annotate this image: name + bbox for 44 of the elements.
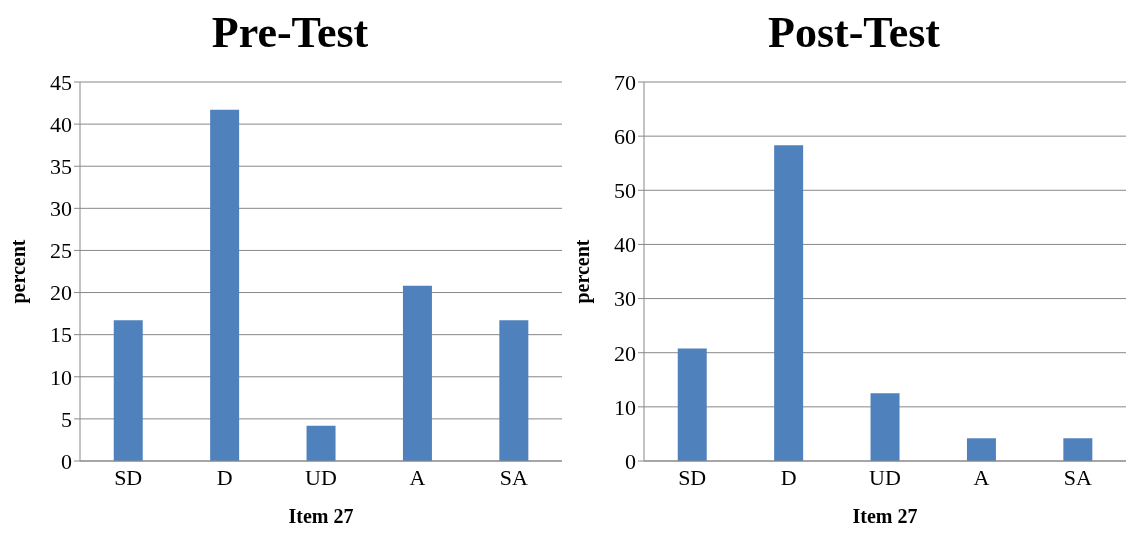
x-tick-label: D bbox=[216, 464, 233, 490]
y-tick-label: 45 bbox=[50, 69, 72, 95]
x-tick-label: SA bbox=[499, 464, 528, 490]
y-tick-label: 40 bbox=[50, 111, 72, 137]
y-tick-label: 60 bbox=[614, 123, 636, 149]
bar bbox=[306, 425, 336, 461]
x-axis-title: Item 27 bbox=[288, 505, 354, 527]
y-tick-label: 20 bbox=[614, 340, 636, 366]
y-tick-label: 20 bbox=[50, 280, 72, 306]
bar bbox=[870, 393, 900, 461]
y-tick-label: 35 bbox=[50, 154, 72, 180]
y-tick-label: 10 bbox=[614, 394, 636, 420]
y-tick-label: 0 bbox=[61, 448, 72, 474]
y-tick-label: 5 bbox=[61, 406, 72, 432]
bar bbox=[499, 320, 529, 461]
y-tick-label: 40 bbox=[614, 232, 636, 258]
y-tick-label: 15 bbox=[50, 322, 72, 348]
y-tick-label: 30 bbox=[614, 286, 636, 312]
x-tick-label: SA bbox=[1063, 464, 1092, 490]
x-tick-label: UD bbox=[869, 464, 901, 490]
x-tick-label: SD bbox=[678, 464, 707, 490]
y-tick-label: 10 bbox=[50, 364, 72, 390]
x-tick-label: D bbox=[780, 464, 797, 490]
x-tick-label: SD bbox=[114, 464, 143, 490]
y-tick-label: 0 bbox=[625, 448, 636, 474]
y-tick-label: 50 bbox=[614, 178, 636, 204]
bar bbox=[677, 348, 707, 461]
bar bbox=[113, 320, 143, 461]
y-axis-title: percent bbox=[7, 239, 31, 304]
y-tick-label: 25 bbox=[50, 238, 72, 264]
bar bbox=[966, 438, 996, 461]
y-axis-title: percent bbox=[571, 239, 595, 304]
y-tick-label: 30 bbox=[50, 196, 72, 222]
x-tick-label: UD bbox=[305, 464, 337, 490]
bar bbox=[210, 109, 240, 461]
y-tick-label: 70 bbox=[614, 69, 636, 95]
x-tick-label: A bbox=[973, 464, 990, 490]
x-tick-label: A bbox=[409, 464, 426, 490]
chart-title: Pre-Test bbox=[210, 8, 370, 59]
x-axis-title: Item 27 bbox=[852, 505, 918, 527]
chart-title: Post-Test bbox=[767, 8, 941, 59]
bar bbox=[774, 145, 804, 461]
bar bbox=[1063, 438, 1093, 461]
bar bbox=[402, 285, 432, 461]
